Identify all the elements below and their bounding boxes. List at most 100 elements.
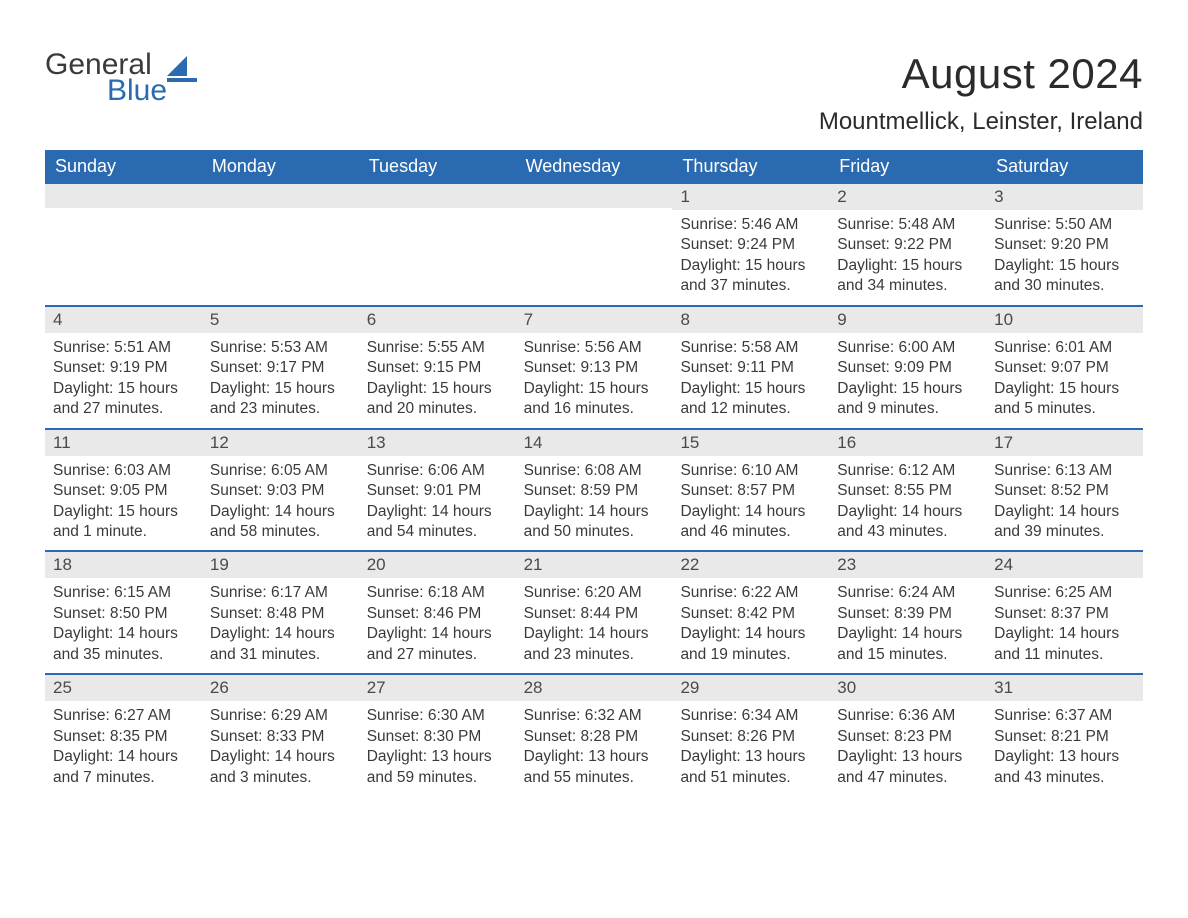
day-details: Sunrise: 6:24 AMSunset: 8:39 PMDaylight:… bbox=[829, 578, 986, 673]
logo-word-blue: Blue bbox=[107, 76, 167, 106]
calendar-day-empty bbox=[202, 184, 359, 305]
calendar-day: 19Sunrise: 6:17 AMSunset: 8:48 PMDayligh… bbox=[202, 552, 359, 673]
calendar-week: 18Sunrise: 6:15 AMSunset: 8:50 PMDayligh… bbox=[45, 550, 1143, 673]
day-details: Sunrise: 6:05 AMSunset: 9:03 PMDaylight:… bbox=[202, 456, 359, 551]
day-number: 25 bbox=[45, 675, 202, 701]
day-details: Sunrise: 5:48 AMSunset: 9:22 PMDaylight:… bbox=[829, 210, 986, 305]
calendar-day: 5Sunrise: 5:53 AMSunset: 9:17 PMDaylight… bbox=[202, 307, 359, 428]
day-number bbox=[359, 184, 516, 208]
day-details: Sunrise: 6:29 AMSunset: 8:33 PMDaylight:… bbox=[202, 701, 359, 796]
title-block: August 2024 Mountmellick, Leinster, Irel… bbox=[819, 50, 1143, 136]
day-details: Sunrise: 6:03 AMSunset: 9:05 PMDaylight:… bbox=[45, 456, 202, 551]
day-number: 12 bbox=[202, 430, 359, 456]
day-number: 22 bbox=[672, 552, 829, 578]
day-number: 7 bbox=[516, 307, 673, 333]
day-header: Friday bbox=[829, 150, 986, 184]
day-details: Sunrise: 6:20 AMSunset: 8:44 PMDaylight:… bbox=[516, 578, 673, 673]
day-number: 9 bbox=[829, 307, 986, 333]
day-number: 17 bbox=[986, 430, 1143, 456]
header: General Blue August 2024 Mountmellick, L… bbox=[45, 50, 1143, 136]
day-details: Sunrise: 6:27 AMSunset: 8:35 PMDaylight:… bbox=[45, 701, 202, 796]
day-details: Sunrise: 5:46 AMSunset: 9:24 PMDaylight:… bbox=[672, 210, 829, 305]
calendar-day: 4Sunrise: 5:51 AMSunset: 9:19 PMDaylight… bbox=[45, 307, 202, 428]
day-details: Sunrise: 5:50 AMSunset: 9:20 PMDaylight:… bbox=[986, 210, 1143, 305]
day-number: 29 bbox=[672, 675, 829, 701]
day-details: Sunrise: 5:56 AMSunset: 9:13 PMDaylight:… bbox=[516, 333, 673, 428]
day-number: 1 bbox=[672, 184, 829, 210]
calendar-day: 14Sunrise: 6:08 AMSunset: 8:59 PMDayligh… bbox=[516, 430, 673, 551]
day-number: 8 bbox=[672, 307, 829, 333]
calendar-day: 30Sunrise: 6:36 AMSunset: 8:23 PMDayligh… bbox=[829, 675, 986, 796]
day-number: 14 bbox=[516, 430, 673, 456]
day-number: 21 bbox=[516, 552, 673, 578]
day-header: Monday bbox=[202, 150, 359, 184]
day-details: Sunrise: 6:22 AMSunset: 8:42 PMDaylight:… bbox=[672, 578, 829, 673]
location: Mountmellick, Leinster, Ireland bbox=[819, 108, 1143, 136]
calendar-week: 25Sunrise: 6:27 AMSunset: 8:35 PMDayligh… bbox=[45, 673, 1143, 796]
logo: General Blue bbox=[45, 50, 197, 106]
day-number: 26 bbox=[202, 675, 359, 701]
day-header: Sunday bbox=[45, 150, 202, 184]
day-number: 16 bbox=[829, 430, 986, 456]
day-details: Sunrise: 6:15 AMSunset: 8:50 PMDaylight:… bbox=[45, 578, 202, 673]
day-number: 24 bbox=[986, 552, 1143, 578]
calendar-day: 25Sunrise: 6:27 AMSunset: 8:35 PMDayligh… bbox=[45, 675, 202, 796]
day-details: Sunrise: 6:00 AMSunset: 9:09 PMDaylight:… bbox=[829, 333, 986, 428]
calendar-day: 9Sunrise: 6:00 AMSunset: 9:09 PMDaylight… bbox=[829, 307, 986, 428]
day-details: Sunrise: 6:18 AMSunset: 8:46 PMDaylight:… bbox=[359, 578, 516, 673]
day-number bbox=[45, 184, 202, 208]
day-number: 30 bbox=[829, 675, 986, 701]
day-number: 13 bbox=[359, 430, 516, 456]
sail-icon bbox=[167, 56, 197, 82]
calendar-day: 12Sunrise: 6:05 AMSunset: 9:03 PMDayligh… bbox=[202, 430, 359, 551]
day-number: 10 bbox=[986, 307, 1143, 333]
calendar-day: 20Sunrise: 6:18 AMSunset: 8:46 PMDayligh… bbox=[359, 552, 516, 673]
day-number: 3 bbox=[986, 184, 1143, 210]
calendar-day: 18Sunrise: 6:15 AMSunset: 8:50 PMDayligh… bbox=[45, 552, 202, 673]
calendar-day: 21Sunrise: 6:20 AMSunset: 8:44 PMDayligh… bbox=[516, 552, 673, 673]
calendar-day: 2Sunrise: 5:48 AMSunset: 9:22 PMDaylight… bbox=[829, 184, 986, 305]
day-number: 20 bbox=[359, 552, 516, 578]
calendar-day-empty bbox=[516, 184, 673, 305]
calendar-day-empty bbox=[45, 184, 202, 305]
day-details: Sunrise: 6:30 AMSunset: 8:30 PMDaylight:… bbox=[359, 701, 516, 796]
day-number: 18 bbox=[45, 552, 202, 578]
day-details: Sunrise: 6:06 AMSunset: 9:01 PMDaylight:… bbox=[359, 456, 516, 551]
day-number: 28 bbox=[516, 675, 673, 701]
calendar-day: 17Sunrise: 6:13 AMSunset: 8:52 PMDayligh… bbox=[986, 430, 1143, 551]
calendar-day: 11Sunrise: 6:03 AMSunset: 9:05 PMDayligh… bbox=[45, 430, 202, 551]
calendar-day: 1Sunrise: 5:46 AMSunset: 9:24 PMDaylight… bbox=[672, 184, 829, 305]
calendar-week: 1Sunrise: 5:46 AMSunset: 9:24 PMDaylight… bbox=[45, 184, 1143, 305]
day-details: Sunrise: 5:51 AMSunset: 9:19 PMDaylight:… bbox=[45, 333, 202, 428]
day-details: Sunrise: 6:12 AMSunset: 8:55 PMDaylight:… bbox=[829, 456, 986, 551]
calendar: SundayMondayTuesdayWednesdayThursdayFrid… bbox=[45, 150, 1143, 796]
calendar-day: 29Sunrise: 6:34 AMSunset: 8:26 PMDayligh… bbox=[672, 675, 829, 796]
day-details: Sunrise: 6:10 AMSunset: 8:57 PMDaylight:… bbox=[672, 456, 829, 551]
calendar-day: 28Sunrise: 6:32 AMSunset: 8:28 PMDayligh… bbox=[516, 675, 673, 796]
day-details: Sunrise: 6:01 AMSunset: 9:07 PMDaylight:… bbox=[986, 333, 1143, 428]
day-details: Sunrise: 6:34 AMSunset: 8:26 PMDaylight:… bbox=[672, 701, 829, 796]
day-details: Sunrise: 6:37 AMSunset: 8:21 PMDaylight:… bbox=[986, 701, 1143, 796]
day-details: Sunrise: 6:13 AMSunset: 8:52 PMDaylight:… bbox=[986, 456, 1143, 551]
calendar-day: 23Sunrise: 6:24 AMSunset: 8:39 PMDayligh… bbox=[829, 552, 986, 673]
logo-text: General Blue bbox=[45, 50, 167, 106]
calendar-day-empty bbox=[359, 184, 516, 305]
day-number: 11 bbox=[45, 430, 202, 456]
day-header: Tuesday bbox=[359, 150, 516, 184]
calendar-day: 15Sunrise: 6:10 AMSunset: 8:57 PMDayligh… bbox=[672, 430, 829, 551]
day-number: 27 bbox=[359, 675, 516, 701]
day-details: Sunrise: 6:36 AMSunset: 8:23 PMDaylight:… bbox=[829, 701, 986, 796]
month-title: August 2024 bbox=[819, 50, 1143, 98]
day-header: Wednesday bbox=[516, 150, 673, 184]
day-details: Sunrise: 5:58 AMSunset: 9:11 PMDaylight:… bbox=[672, 333, 829, 428]
day-number: 2 bbox=[829, 184, 986, 210]
day-number: 15 bbox=[672, 430, 829, 456]
day-details: Sunrise: 6:17 AMSunset: 8:48 PMDaylight:… bbox=[202, 578, 359, 673]
day-number bbox=[202, 184, 359, 208]
day-details: Sunrise: 5:55 AMSunset: 9:15 PMDaylight:… bbox=[359, 333, 516, 428]
day-details: Sunrise: 6:08 AMSunset: 8:59 PMDaylight:… bbox=[516, 456, 673, 551]
day-header: Thursday bbox=[672, 150, 829, 184]
calendar-week: 4Sunrise: 5:51 AMSunset: 9:19 PMDaylight… bbox=[45, 305, 1143, 428]
day-number: 5 bbox=[202, 307, 359, 333]
day-details: Sunrise: 6:32 AMSunset: 8:28 PMDaylight:… bbox=[516, 701, 673, 796]
